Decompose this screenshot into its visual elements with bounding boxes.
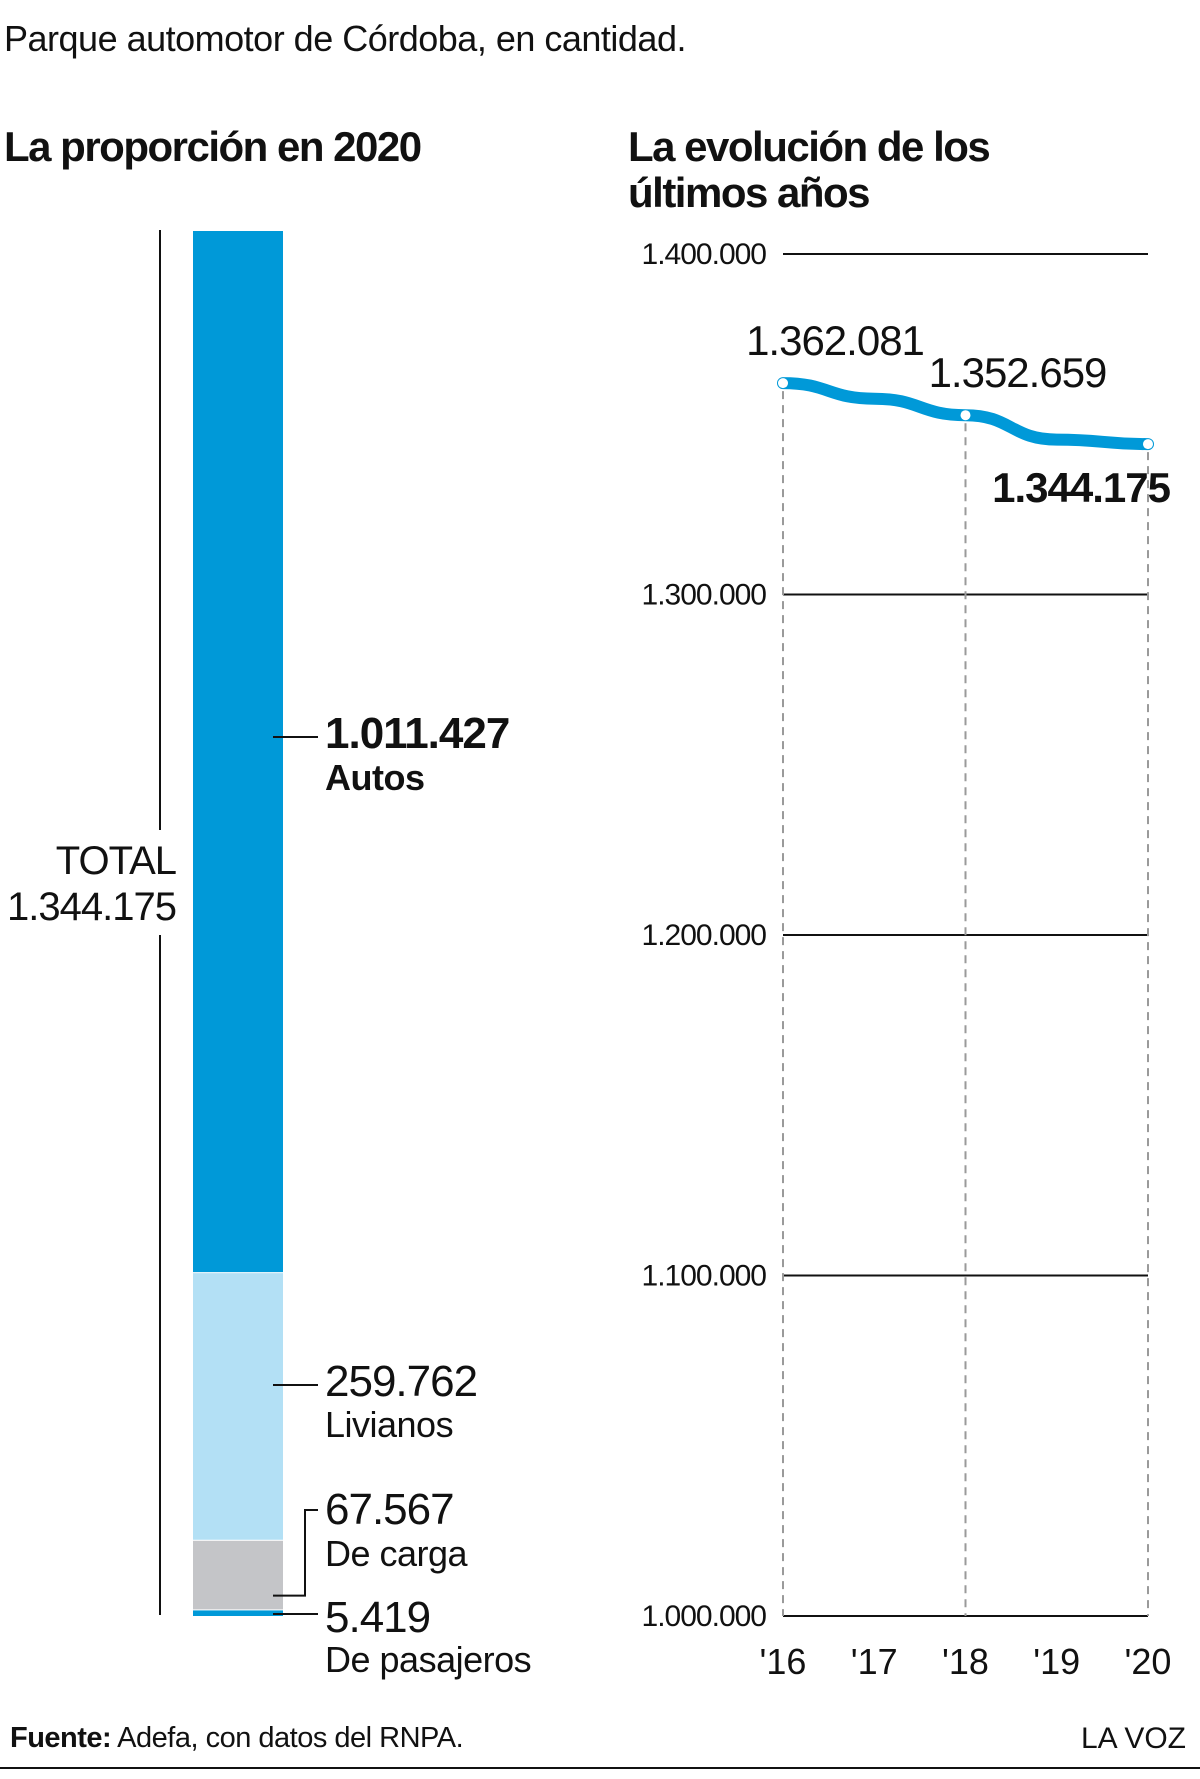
segment-name-pasajeros: De pasajeros	[325, 1639, 532, 1680]
bar-segment-autos	[193, 231, 283, 1274]
stacked-bar	[193, 231, 283, 1616]
segment-leaders	[273, 736, 318, 1615]
data-label: 1.344.175	[992, 464, 1170, 511]
segment-value-pasajeros: 5.419	[325, 1593, 431, 1642]
x-tick-label: '18	[942, 1641, 989, 1682]
source-label: Fuente:	[10, 1722, 112, 1754]
x-dashed-guides	[782, 391, 1149, 1616]
x-tick-labels: '16 '17 '18 '19 '20	[760, 1641, 1172, 1682]
data-label: 1.352.659	[929, 349, 1107, 396]
line-point-marker	[1143, 439, 1153, 450]
x-tick-label: '17	[851, 1641, 898, 1682]
segment-value-livianos: 259.762	[325, 1357, 478, 1406]
x-tick-label: '16	[760, 1641, 807, 1682]
line-chart: 1.000.000 1.100.000 1.200.000 1.300.000 1.40…	[642, 238, 1172, 1682]
line-point-marker	[960, 410, 971, 421]
stacked-bar-chart	[159, 230, 318, 1616]
total-label: TOTAL	[55, 839, 177, 883]
y-tick-label: 1.100.000	[642, 1260, 767, 1293]
leader-line-carga	[273, 1509, 318, 1597]
bar-segment-carga	[193, 1540, 283, 1611]
source-text: Adefa, con datos del RNPA.	[111, 1722, 464, 1754]
stacked-bar-title: La proporción en 2020	[4, 123, 422, 170]
segment-value-carga: 67.567	[325, 1485, 455, 1534]
y-tick-label: 1.300.000	[642, 579, 767, 612]
total-value: 1.344.175	[7, 885, 177, 929]
bar-segment-livianos	[193, 1273, 283, 1541]
y-tick-label: 1.200.000	[642, 919, 767, 952]
brand-logo: LA VOZ	[1080, 1722, 1186, 1755]
bottom-rule	[0, 1767, 1200, 1769]
segment-name-carga: De carga	[325, 1533, 468, 1574]
y-tick-labels: 1.000.000 1.100.000 1.200.000 1.300.000 1.40…	[642, 238, 768, 1633]
x-tick-label: '19	[1033, 1641, 1080, 1682]
x-tick-label: '20	[1125, 1641, 1172, 1682]
line-point-marker	[778, 378, 788, 389]
segment-value-autos: 1.011.427	[325, 709, 510, 758]
segment-name-autos: Autos	[325, 757, 425, 798]
y-tick-label: 1.000.000	[642, 1600, 767, 1633]
segment-name-livianos: Livianos	[325, 1404, 454, 1445]
y-tick-label: 1.400.000	[642, 238, 767, 271]
chart-subtitle: Parque automotor de Córdoba, en cantidad…	[4, 18, 686, 59]
line-chart-title: La evolución de los últimos años	[628, 123, 991, 216]
source-note: Fuente: Adefa, con datos del RNPA.	[10, 1722, 464, 1755]
data-label: 1.362.081	[746, 317, 924, 364]
bar-segment-pasajeros	[193, 1610, 283, 1616]
line-series	[777, 377, 1154, 451]
